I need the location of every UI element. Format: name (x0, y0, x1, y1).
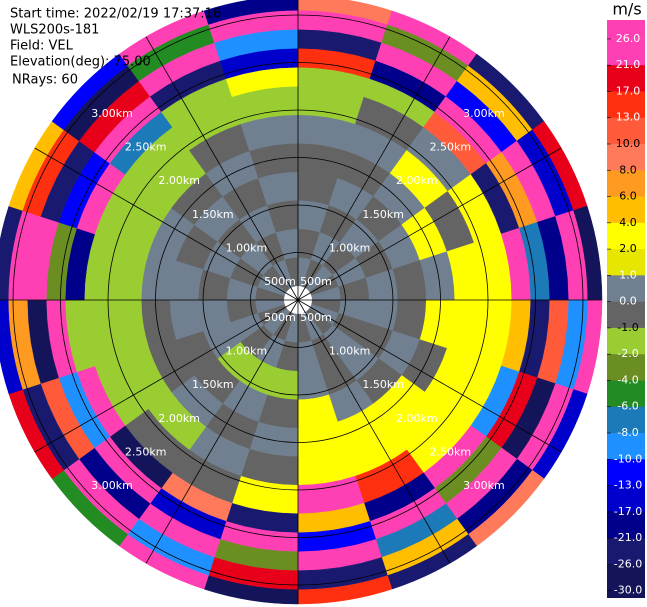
colorbar-segment (607, 327, 645, 355)
colorbar-tick-label: 0.0 (619, 295, 637, 308)
ring-label: 3.00km (463, 107, 505, 120)
ring-label: 1.00km (329, 345, 371, 358)
info-line: Elevation(deg): 75.00 (10, 55, 151, 70)
spoke (297, 299, 562, 453)
labels: 500m 500m 500m 500m 1.00km 1.00km 1.00km 1.00km… (10, 7, 505, 492)
colorbar-segment (607, 222, 645, 250)
colorbar: 26.0 21.0 17.0 13.0 10.0 8.0 6.0 4.0 2.0 1.0 0.0 -1… (607, 0, 645, 598)
colorbar-segment (607, 249, 645, 276)
colorbar-segment (607, 301, 645, 329)
colorbar-tick-label: -8.0 (617, 426, 638, 439)
ring-label: 1.50km (192, 378, 234, 391)
grid (0, 0, 602, 604)
spoke (145, 36, 299, 301)
ring-label: 2.00km (396, 412, 438, 425)
range-ring (250, 252, 346, 348)
colorbar-segment (607, 511, 645, 539)
colorbar-tick-label: 8.0 (619, 163, 637, 176)
info-line: NRays: 60 (12, 73, 78, 88)
colorbar-tick-label: -1.0 (617, 321, 638, 334)
colorbar-tick-label: 2.0 (619, 242, 637, 255)
colorbar-segment (607, 433, 645, 460)
ring-label: 1.00km (329, 241, 371, 254)
colorbar-tick-label: -30.0 (614, 584, 642, 597)
ring-label: 2.00km (158, 412, 200, 425)
colorbar-cap (607, 20, 645, 39)
range-ring (60, 62, 536, 538)
info-line: Field: VEL (10, 39, 74, 54)
colorbar-segment (607, 117, 645, 145)
ring-label: 1.50km (362, 208, 404, 221)
ring-label: 500m (300, 311, 332, 324)
colorbar-segment (607, 459, 645, 487)
range-ring (12, 14, 584, 586)
ring-label: 500m (264, 275, 296, 288)
colorbar-segment (607, 564, 645, 592)
colorbar-tick-label: 4.0 (619, 216, 637, 229)
ring-label: 3.00km (91, 479, 133, 492)
ring-label: 500m (264, 311, 296, 324)
colorbar-segment (607, 406, 645, 434)
ring-label: 3.00km (463, 479, 505, 492)
ring-label: 1.00km (226, 241, 268, 254)
colorbar-tick-label: 13.0 (616, 111, 641, 124)
spoke (145, 299, 299, 564)
colorbar-cap (607, 590, 645, 598)
colorbar-tick-label: 21.0 (616, 58, 641, 71)
colorbar-segment (607, 144, 645, 171)
colorbar-segment (607, 65, 645, 92)
colorbar-tick-label: -6.0 (617, 400, 638, 413)
colorbar-tick-label: 1.0 (619, 268, 637, 281)
range-ring (155, 157, 441, 443)
colorbar-tick-label: -4.0 (617, 373, 638, 386)
colorbar-segment (607, 275, 645, 303)
ring-label: 1.50km (362, 378, 404, 391)
colorbar-segment (607, 196, 645, 224)
colorbar-unit: m/s (612, 0, 641, 19)
colorbar-tick-label: 17.0 (616, 84, 641, 97)
range-ring (107, 109, 489, 491)
colorbar-segment (607, 91, 645, 119)
colorbar-tick-label: -21.0 (614, 531, 642, 544)
range-ring (202, 204, 394, 396)
ring-label: 1.00km (226, 345, 268, 358)
spoke (34, 147, 299, 301)
velocity-cell (203, 0, 299, 25)
colorbar-tick-label: -10.0 (614, 452, 642, 465)
colorbar-tick-label: -26.0 (614, 557, 642, 570)
colorbar-tick-label: -2.0 (617, 347, 638, 360)
ring-label: 2.00km (158, 174, 200, 187)
spoke (34, 299, 299, 453)
colorbar-segment (607, 538, 645, 565)
ring-label: 2.50km (125, 445, 167, 458)
spoke (297, 36, 451, 301)
ring-label: 500m (300, 275, 332, 288)
colorbar-segment (607, 354, 645, 381)
colorbar-tick-label: 26.0 (616, 32, 641, 45)
spoke (297, 299, 451, 564)
colorbar-tick-label: 6.0 (619, 190, 637, 203)
ring-label: 1.50km (192, 208, 234, 221)
info-line: WLS200s-181 (10, 23, 99, 38)
colorbar-segment (607, 485, 645, 513)
colorbar-tick-label: 10.0 (616, 137, 641, 150)
ring-label: 2.50km (430, 445, 472, 458)
colorbar-segment (607, 380, 645, 408)
spoke (297, 147, 562, 301)
ring-label: 2.50km (125, 141, 167, 154)
cells (0, 0, 603, 605)
ring-label: 3.00km (91, 107, 133, 120)
info-line: Start time: 2022/02/19 17:37:16 (10, 7, 221, 22)
ring-label: 2.00km (396, 174, 438, 187)
colorbar-tick-label: -13.0 (614, 479, 642, 492)
colorbar-segment (607, 170, 645, 198)
velocity-cell (0, 299, 23, 395)
colorbar-tick-label: -17.0 (614, 505, 642, 518)
ring-label: 2.50km (430, 141, 472, 154)
colorbar-segment (607, 38, 645, 66)
